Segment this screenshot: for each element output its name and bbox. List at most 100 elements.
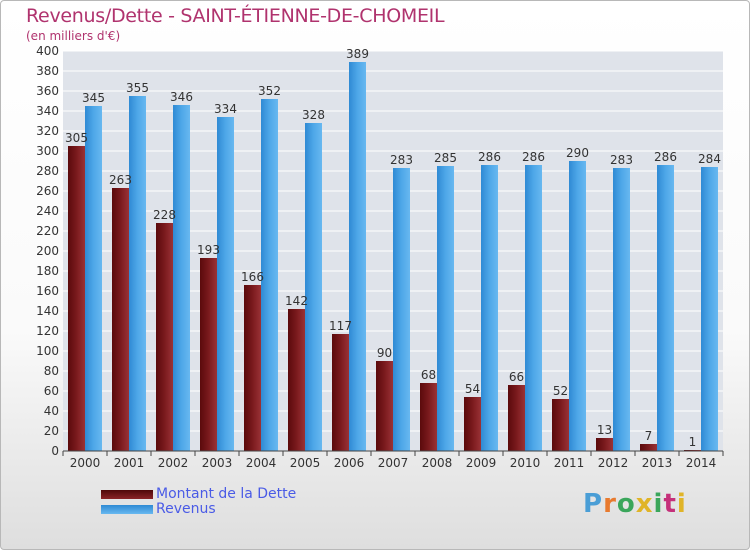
bar-dette bbox=[332, 334, 349, 451]
y-tick-label: 320 bbox=[36, 124, 59, 138]
bar-revenus bbox=[173, 105, 190, 451]
bar-dette bbox=[156, 223, 173, 451]
y-tick-label: 140 bbox=[36, 304, 59, 318]
value-label-revenus: 286 bbox=[522, 150, 545, 164]
x-tick-label: 2004 bbox=[246, 456, 277, 470]
chart-unit-label: (en milliers d'€) bbox=[26, 29, 121, 43]
y-tick-label: 340 bbox=[36, 104, 59, 118]
value-label-revenus: 286 bbox=[478, 150, 501, 164]
logo-letter: t bbox=[663, 489, 677, 519]
chart-title: Revenus/Dette - SAINT-ÉTIENNE-DE-CHOMEIL bbox=[26, 5, 445, 27]
y-tick-label: 20 bbox=[44, 424, 59, 438]
x-tick-label: 2006 bbox=[334, 456, 365, 470]
value-label-dette: 166 bbox=[241, 270, 264, 284]
bar-dette bbox=[596, 438, 613, 451]
value-label-revenus: 284 bbox=[698, 152, 721, 166]
y-tick-label: 120 bbox=[36, 324, 59, 338]
legend-label-revenus: Revenus bbox=[156, 501, 216, 517]
bar-revenus bbox=[129, 96, 146, 451]
bar-dette bbox=[200, 258, 217, 451]
value-label-dette: 90 bbox=[377, 346, 392, 360]
bar-dette bbox=[288, 309, 305, 451]
bar-revenus bbox=[217, 117, 234, 451]
y-axis-labels: 0 20 40 60 80 100 120 140 160 180 200 220 240 260 280 3… bbox=[36, 44, 59, 458]
x-tick-label: 2000 bbox=[70, 456, 101, 470]
value-label-dette: 263 bbox=[109, 173, 132, 187]
y-tick-label: 380 bbox=[36, 64, 59, 78]
value-labels: 3053452633552283461933341663521423281173… bbox=[65, 47, 721, 449]
x-tick-label: 2009 bbox=[466, 456, 497, 470]
value-label-dette: 66 bbox=[509, 370, 524, 384]
value-label-dette: 7 bbox=[645, 429, 653, 443]
value-label-dette: 52 bbox=[553, 384, 568, 398]
value-label-dette: 1 bbox=[689, 435, 697, 449]
value-label-dette: 68 bbox=[421, 368, 436, 382]
bars bbox=[68, 62, 718, 451]
logo-letter: o bbox=[616, 489, 636, 519]
logo-letter: x bbox=[635, 489, 654, 519]
x-tick-label: 2005 bbox=[290, 456, 321, 470]
value-label-revenus: 285 bbox=[434, 151, 457, 165]
x-tick-label: 2001 bbox=[114, 456, 145, 470]
bar-dette bbox=[112, 188, 129, 451]
y-tick-label: 200 bbox=[36, 244, 59, 258]
y-tick-label: 360 bbox=[36, 84, 59, 98]
y-tick-label: 180 bbox=[36, 264, 59, 278]
legend-swatch-revenus bbox=[101, 505, 153, 514]
logo-letter: r bbox=[603, 489, 617, 519]
bar-dette bbox=[552, 399, 569, 451]
bar-dette bbox=[508, 385, 525, 451]
value-label-revenus: 286 bbox=[654, 150, 677, 164]
value-label-dette: 13 bbox=[597, 423, 612, 437]
bar-dette bbox=[244, 285, 261, 451]
value-label-revenus: 345 bbox=[82, 91, 105, 105]
y-tick-label: 240 bbox=[36, 204, 59, 218]
bar-dette bbox=[640, 444, 657, 451]
logo-letter: i bbox=[676, 489, 687, 519]
logo-letter: P bbox=[583, 489, 604, 519]
legend-label-debt: Montant de la Dette bbox=[156, 486, 297, 502]
value-label-dette: 228 bbox=[153, 208, 176, 222]
x-tick-label: 2010 bbox=[510, 456, 541, 470]
bar-revenus bbox=[349, 62, 366, 451]
y-tick-label: 80 bbox=[44, 364, 59, 378]
y-tick-label: 260 bbox=[36, 184, 59, 198]
y-tick-label: 100 bbox=[36, 344, 59, 358]
bar-revenus bbox=[525, 165, 542, 451]
x-tick-label: 2002 bbox=[158, 456, 189, 470]
bar-revenus bbox=[701, 167, 718, 451]
x-tick-label: 2007 bbox=[378, 456, 409, 470]
y-tick-label: 280 bbox=[36, 164, 59, 178]
value-label-revenus: 283 bbox=[390, 153, 413, 167]
bar-revenus bbox=[305, 123, 322, 451]
y-tick-label: 160 bbox=[36, 284, 59, 298]
x-tick-label: 2014 bbox=[686, 456, 717, 470]
x-tick-label: 2008 bbox=[422, 456, 453, 470]
bar-revenus bbox=[85, 106, 102, 451]
logo-letter: i bbox=[653, 489, 664, 519]
value-label-revenus: 334 bbox=[214, 102, 237, 116]
value-label-dette: 117 bbox=[329, 319, 352, 333]
value-label-revenus: 290 bbox=[566, 146, 589, 160]
y-tick-label: 220 bbox=[36, 224, 59, 238]
x-tick-label: 2011 bbox=[554, 456, 585, 470]
value-label-revenus: 283 bbox=[610, 153, 633, 167]
bar-revenus bbox=[657, 165, 674, 451]
proxiti-logo: Proxiti bbox=[583, 489, 687, 519]
bar-revenus bbox=[437, 166, 454, 451]
value-label-dette: 193 bbox=[197, 243, 220, 257]
y-tick-label: 300 bbox=[36, 144, 59, 158]
value-label-revenus: 355 bbox=[126, 81, 149, 95]
y-tick-label: 40 bbox=[44, 404, 59, 418]
bar-dette bbox=[376, 361, 393, 451]
bar-revenus bbox=[261, 99, 278, 451]
y-tick-label: 400 bbox=[36, 44, 59, 58]
bar-chart: 0 20 40 60 80 100 120 140 160 180 200 220 240 260 280 3… bbox=[36, 44, 724, 470]
value-label-dette: 54 bbox=[465, 382, 480, 396]
bar-dette bbox=[68, 146, 85, 451]
x-tick-label: 2013 bbox=[642, 456, 673, 470]
bar-revenus bbox=[569, 161, 586, 451]
y-tick-label: 60 bbox=[44, 384, 59, 398]
value-label-dette: 142 bbox=[285, 294, 308, 308]
